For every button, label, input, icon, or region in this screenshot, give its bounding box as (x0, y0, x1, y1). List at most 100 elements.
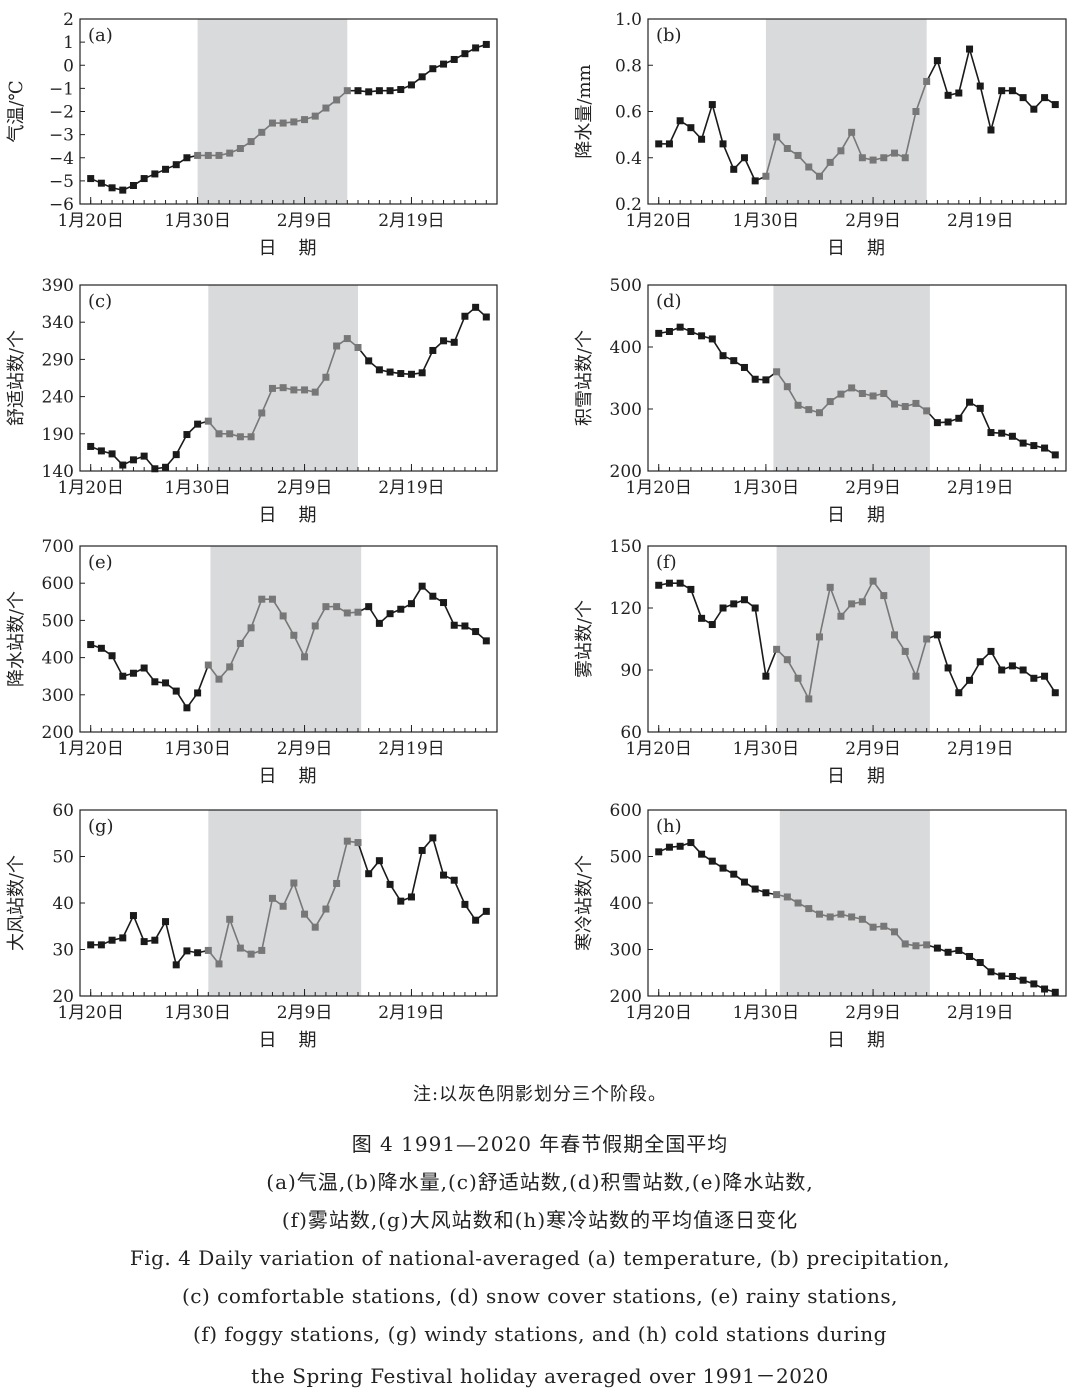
y-tick-label: 140 (42, 462, 74, 482)
data-point (1030, 674, 1038, 682)
plot-frame (79, 284, 498, 472)
caption-en-line1: Fig. 4 Daily variation of national-avera… (129, 1246, 951, 1270)
data-point (226, 430, 234, 438)
series-segment (765, 649, 778, 677)
data-point (194, 420, 202, 428)
data-point (740, 878, 748, 886)
x-axis-title: 日 期 (259, 505, 319, 526)
data-point (848, 600, 856, 608)
series-segment (325, 345, 338, 378)
data-point (162, 165, 170, 173)
shaded-period (779, 810, 930, 996)
y-tick-label: 60 (52, 801, 74, 821)
data-point (826, 398, 834, 406)
data-point (687, 124, 695, 132)
data-point (912, 108, 920, 115)
series-segment (850, 132, 864, 159)
y-tick-label: 500 (610, 276, 642, 296)
series-segment (947, 667, 960, 694)
data-point (655, 848, 663, 856)
y-tick-label: 400 (610, 338, 642, 358)
series-segment (968, 48, 982, 87)
data-point (1051, 689, 1059, 697)
x-tick-label: 2月9日 (845, 211, 901, 231)
data-point (901, 154, 909, 162)
caption-en-line4: the Spring Festival holiday averaged ove… (251, 1364, 829, 1388)
series-segment (904, 651, 917, 677)
data-point (762, 889, 770, 897)
series-segment (818, 587, 831, 638)
data-point (375, 857, 383, 865)
panel-label: (e) (88, 552, 113, 573)
data-point (194, 949, 202, 957)
data-point (472, 628, 480, 636)
data-point (837, 390, 845, 398)
y-tick-label: 2 (63, 10, 74, 30)
y-tick-label: 200 (610, 462, 642, 482)
data-point (397, 897, 405, 905)
data-point (162, 918, 170, 926)
data-point (140, 452, 148, 460)
data-point (258, 946, 266, 954)
data-point (236, 145, 244, 152)
data-point (322, 104, 330, 112)
data-point (365, 603, 373, 611)
data-point (901, 647, 909, 655)
data-point (204, 417, 212, 425)
data-point (119, 934, 127, 942)
data-point (151, 170, 159, 178)
data-point (429, 346, 437, 354)
x-tick-label: 2月9日 (277, 1003, 333, 1023)
data-point (944, 948, 952, 956)
data-point (204, 946, 212, 954)
data-point (698, 135, 706, 143)
data-point (343, 335, 351, 343)
data-point (172, 687, 180, 695)
panel-label: (c) (88, 291, 112, 312)
data-point (1030, 105, 1038, 113)
data-point (279, 902, 287, 910)
x-axis-title: 日 期 (259, 238, 319, 259)
y-tick-label: 90 (620, 661, 642, 681)
data-point (97, 447, 105, 455)
data-point (848, 384, 856, 392)
data-point (129, 456, 137, 464)
data-point (805, 406, 813, 414)
data-point (440, 871, 448, 879)
data-point (407, 81, 415, 89)
y-tick-label: 200 (610, 987, 642, 1007)
data-point (730, 165, 738, 173)
data-point (440, 599, 448, 607)
data-point (773, 645, 781, 653)
data-point (687, 585, 695, 593)
series-segment (228, 643, 242, 668)
y-tick-label: −4 (49, 149, 74, 169)
y-tick-label: 200 (42, 723, 74, 743)
data-point (773, 368, 781, 376)
x-tick-label: 2月9日 (277, 739, 333, 759)
series-segment (250, 412, 263, 438)
data-point (987, 968, 995, 976)
data-point (258, 128, 266, 136)
y-tick-label: 50 (52, 848, 74, 868)
x-tick-label: 1月30日 (164, 211, 230, 231)
data-point (858, 154, 866, 162)
data-point (998, 429, 1006, 437)
data-point (461, 900, 469, 908)
data-point (450, 55, 458, 63)
x-tick-label: 2月9日 (845, 478, 901, 498)
caption-cn-line3: (f)雾站数,(g)大风站数和(h)寒冷站数的平均值逐日变化 (281, 1208, 799, 1232)
data-point (268, 119, 276, 127)
data-point (998, 972, 1006, 980)
y-tick-label: 400 (42, 649, 74, 669)
x-tick-label: 1月30日 (164, 478, 230, 498)
x-axis-title: 日 期 (827, 505, 887, 526)
data-point (354, 839, 362, 847)
data-point (226, 915, 234, 923)
data-point (151, 465, 159, 473)
data-point (129, 182, 137, 189)
data-point (108, 652, 116, 660)
series-segment (250, 598, 263, 629)
